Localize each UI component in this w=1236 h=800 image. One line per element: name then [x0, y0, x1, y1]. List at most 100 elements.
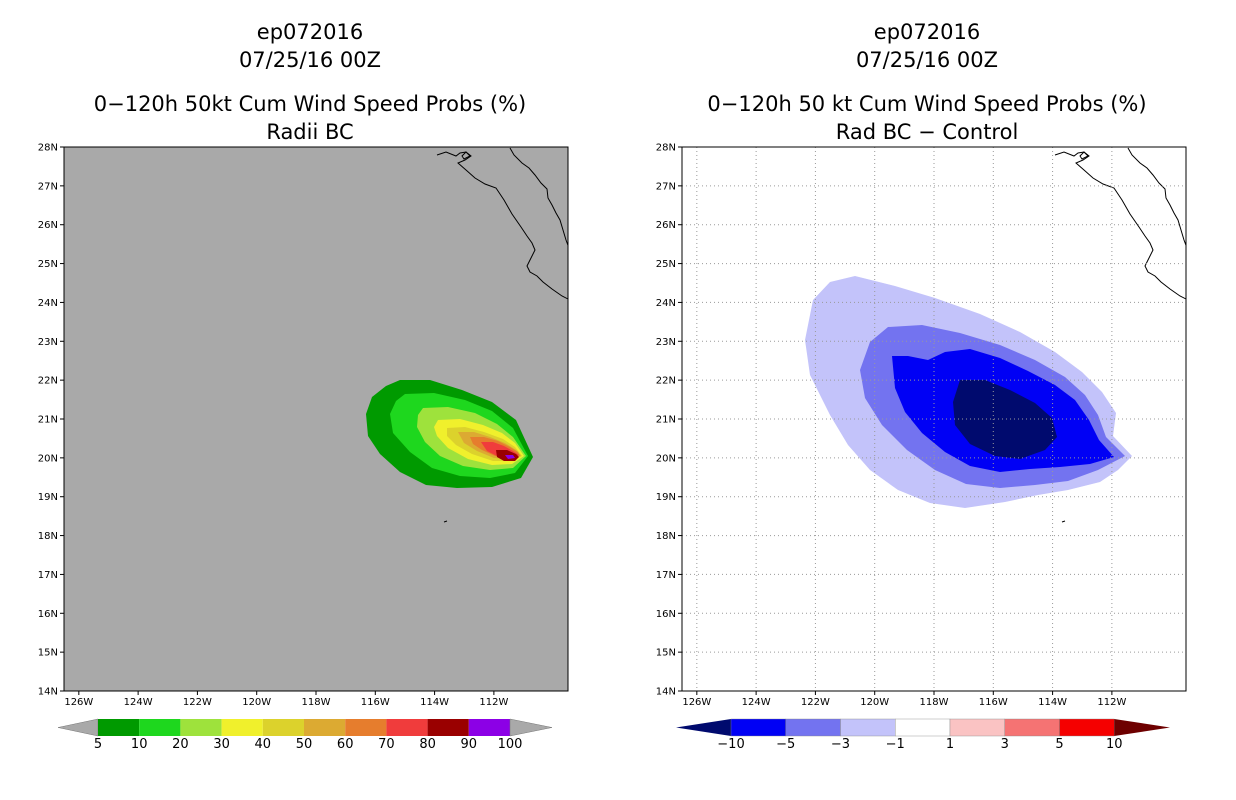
lon-tick-label: 114W	[1038, 697, 1067, 708]
lat-tick-label: 24N	[38, 298, 58, 309]
panel-left: ep072016 07/25/16 00Z 0−120h 50kt Cum Wi…	[38, 20, 569, 752]
lat-tick-label: 17N	[38, 570, 58, 581]
colorbar-left-arrow	[57, 718, 99, 737]
colorbar-swatch	[949, 718, 1005, 737]
lon-tick-label: 116W	[361, 697, 390, 708]
colorbar-label: 5	[94, 737, 102, 752]
colorbar-swatch	[221, 719, 263, 736]
lon-tick-label: 112W	[1097, 697, 1126, 708]
colorbar-label: 30	[213, 737, 230, 752]
panel-right: ep072016 07/25/16 00Z 0−120h 50 kt Cum W…	[656, 20, 1187, 752]
colorbar-right-arrow	[1114, 719, 1170, 736]
colorbar-right-arrow	[509, 718, 553, 737]
lat-tick-label: 14N	[656, 687, 676, 698]
lat-tick-label: 22N	[656, 376, 676, 387]
lat-tick-label: 21N	[38, 415, 58, 426]
lat-tick-label: 14N	[38, 687, 58, 698]
lat-tick-label: 16N	[656, 609, 676, 620]
colorbar-label: 80	[419, 737, 436, 752]
colorbar-swatch	[386, 719, 428, 736]
lat-tick-label: 25N	[38, 259, 58, 270]
right-coastline	[1054, 147, 1186, 523]
colorbar-swatch	[730, 718, 786, 737]
lat-tick-label: 20N	[656, 453, 676, 464]
colorbar-swatch	[785, 718, 841, 737]
lat-tick-label: 15N	[38, 648, 58, 659]
lon-tick-label: 126W	[682, 697, 711, 708]
lon-tick-label: 120W	[860, 697, 889, 708]
left-lon-axis: 126W 124W 122W 120W 118W 116W 114W 112W	[64, 691, 508, 708]
colorbar-swatch	[1004, 718, 1060, 737]
colorbar-label: 5	[1055, 737, 1063, 752]
colorbar-swatch	[345, 719, 387, 736]
colorbar-swatch	[840, 718, 896, 737]
lon-tick-label: 124W	[124, 697, 153, 708]
lat-tick-label: 23N	[656, 337, 676, 348]
lat-tick-label: 16N	[38, 609, 58, 620]
colorbar-swatch	[139, 719, 181, 736]
colorbar-swatch	[895, 718, 951, 737]
lon-tick-label: 112W	[479, 697, 508, 708]
lat-tick-label: 26N	[38, 220, 58, 231]
colorbar-swatch	[304, 719, 346, 736]
lat-tick-label: 18N	[38, 531, 58, 542]
colorbar-label: −1	[886, 737, 905, 752]
colorbar-label: 50	[296, 737, 313, 752]
lat-tick-label: 28N	[656, 143, 676, 154]
right-lat-axis: 14N 15N 16N 17N 18N 19N 20N 21N 22N 23N 24N 25N 26N 2…	[656, 143, 682, 698]
right-colorbar: −10 −5 −3 −1 1 3 5 10	[676, 718, 1170, 752]
left-contours	[366, 147, 568, 523]
colorbar-swatch	[98, 719, 140, 736]
lat-tick-label: 24N	[656, 298, 676, 309]
right-gridlines	[682, 147, 1186, 691]
lat-tick-label: 15N	[656, 648, 676, 659]
lat-tick-label: 19N	[38, 492, 58, 503]
lat-tick-label: 21N	[656, 415, 676, 426]
lat-tick-label: 25N	[656, 259, 676, 270]
lat-tick-label: 23N	[38, 337, 58, 348]
colorbar-left-arrow	[676, 719, 731, 736]
lon-tick-label: 114W	[420, 697, 449, 708]
colorbar-swatch	[1059, 718, 1115, 737]
right-contours	[682, 147, 1186, 691]
colorbar-swatch	[262, 719, 304, 736]
colorbar-label: 10	[1106, 737, 1123, 752]
right-lon-axis: 126W 124W 122W 120W 118W 116W 114W 112W	[682, 691, 1126, 708]
left-lat-axis: 14N 15N 16N 17N 18N 19N 20N 21N 22N 23N 24N 25N 26N 2…	[38, 143, 64, 698]
colorbar-swatch	[180, 719, 222, 736]
lat-tick-label: 17N	[656, 570, 676, 581]
left-title-line-1: ep072016	[257, 20, 363, 44]
colorbar-label: 20	[172, 737, 189, 752]
contour-diff-minus-10	[953, 380, 1057, 459]
left-title-line-4: Radii BC	[266, 120, 353, 144]
right-title-line-1: ep072016	[874, 20, 980, 44]
lat-tick-label: 22N	[38, 376, 58, 387]
right-title-line-2: 07/25/16 00Z	[856, 48, 998, 72]
left-title-line-2: 07/25/16 00Z	[239, 48, 381, 72]
lon-tick-label: 118W	[302, 697, 331, 708]
colorbar-label: −3	[831, 737, 850, 752]
colorbar-swatch	[468, 719, 510, 736]
lon-tick-label: 122W	[801, 697, 830, 708]
right-title-line-3: 0−120h 50 kt Cum Wind Speed Probs (%)	[707, 92, 1146, 116]
colorbar-label: 100	[498, 737, 523, 752]
colorbar-label: 90	[461, 737, 478, 752]
colorbar-label: −10	[717, 737, 744, 752]
left-coastline	[436, 147, 568, 523]
lat-tick-label: 28N	[38, 143, 58, 154]
lat-tick-label: 26N	[656, 220, 676, 231]
right-title-line-4: Rad BC − Control	[836, 120, 1019, 144]
lat-tick-label: 27N	[656, 181, 676, 192]
colorbar-label: 40	[255, 737, 272, 752]
lon-tick-label: 126W	[64, 697, 93, 708]
lat-tick-label: 18N	[656, 531, 676, 542]
lon-tick-label: 118W	[920, 697, 949, 708]
lon-tick-label: 116W	[979, 697, 1008, 708]
left-colorbar: 5 10 20 30 40 50 60 70 80 90 100	[57, 718, 553, 752]
colorbar-label: 70	[378, 737, 395, 752]
lat-tick-label: 19N	[656, 492, 676, 503]
colorbar-label: −5	[776, 737, 795, 752]
lon-tick-label: 120W	[242, 697, 271, 708]
lon-tick-label: 124W	[742, 697, 771, 708]
